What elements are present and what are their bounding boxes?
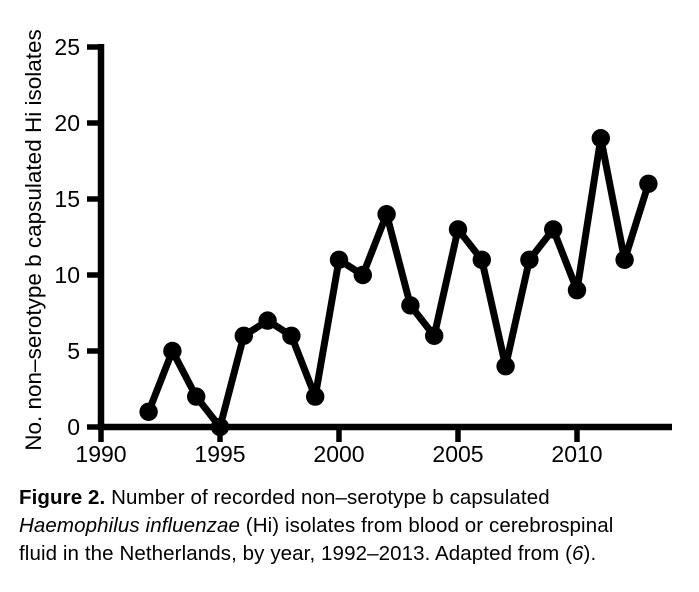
- figure-caption: Figure 2. Number of recorded non–serotyp…: [19, 484, 687, 568]
- data-point: [210, 417, 230, 437]
- caption-line: fluid in the Netherlands, by year, 1992–…: [19, 540, 687, 568]
- series-polyline: [145, 134, 652, 431]
- data-point: [139, 402, 158, 421]
- data-point: [544, 220, 563, 239]
- caption-text-run: (Hi) isolates from blood or cerebrospina…: [240, 514, 614, 537]
- caption-text-run: Figure 2.: [19, 486, 106, 509]
- line-chart: 0 5 10 15 20 25 1990 1995 2000 2005 2010 No. non–…: [21, 29, 672, 467]
- x-tick-labels: 1990 1995 2000 2005 2010: [75, 441, 602, 467]
- y-axis-title: No. non–serotype b capsulated Hi isolate…: [21, 29, 46, 451]
- x-axis-ticks: [98, 427, 580, 442]
- y-tick-label: 0: [67, 414, 80, 440]
- data-point: [234, 326, 253, 345]
- data-point: [282, 326, 301, 345]
- y-tick-label: 10: [54, 262, 80, 288]
- data-point: [401, 296, 420, 315]
- caption-text-run: 6: [572, 542, 584, 565]
- y-tick-label: 5: [67, 338, 80, 364]
- caption-text-run: ).: [583, 542, 597, 565]
- x-tick-label: 2000: [313, 441, 364, 467]
- data-series-line: [145, 134, 652, 431]
- data-point: [472, 250, 491, 269]
- data-point: [615, 250, 634, 269]
- data-point: [353, 265, 372, 285]
- data-point: [448, 220, 468, 239]
- y-axis-title-text: No. non–serotype b capsulated Hi isolate…: [21, 29, 46, 451]
- caption-text-run: Number of recorded non–serotype b capsul…: [105, 486, 550, 509]
- caption-text-run: Haemophilus influenzae: [19, 514, 241, 537]
- data-point: [258, 311, 277, 330]
- y-tick-label: 15: [54, 186, 80, 212]
- data-point: [377, 205, 396, 224]
- data-point: [329, 250, 349, 269]
- x-tick-label: 1990: [75, 441, 126, 467]
- caption-text-run: fluid in the Netherlands, by year, 1992–…: [19, 542, 573, 565]
- data-point: [639, 174, 658, 193]
- data-series-points: [139, 129, 658, 437]
- y-tick-label: 20: [54, 110, 80, 136]
- data-point: [591, 129, 610, 148]
- caption-line: Figure 2. Number of recorded non–serotyp…: [19, 484, 687, 512]
- data-point: [187, 387, 206, 406]
- data-point: [425, 326, 444, 345]
- data-point: [306, 387, 325, 406]
- y-tick-label: 25: [54, 34, 80, 60]
- y-tick-labels: 0 5 10 15 20 25: [54, 34, 80, 440]
- chart-svg: 0 5 10 15 20 25 1990 1995 2000 2005 2010 No. non–…: [21, 29, 672, 467]
- caption-line: Haemophilus influenzae (Hi) isolates fro…: [19, 512, 687, 540]
- x-tick-label: 2005: [432, 441, 483, 467]
- y-axis-ticks: [87, 44, 104, 430]
- data-point: [567, 281, 587, 300]
- x-tick-label: 2010: [551, 441, 602, 467]
- data-point: [163, 341, 182, 361]
- x-tick-label: 1995: [194, 441, 245, 467]
- data-point: [496, 357, 515, 376]
- data-point: [520, 250, 539, 269]
